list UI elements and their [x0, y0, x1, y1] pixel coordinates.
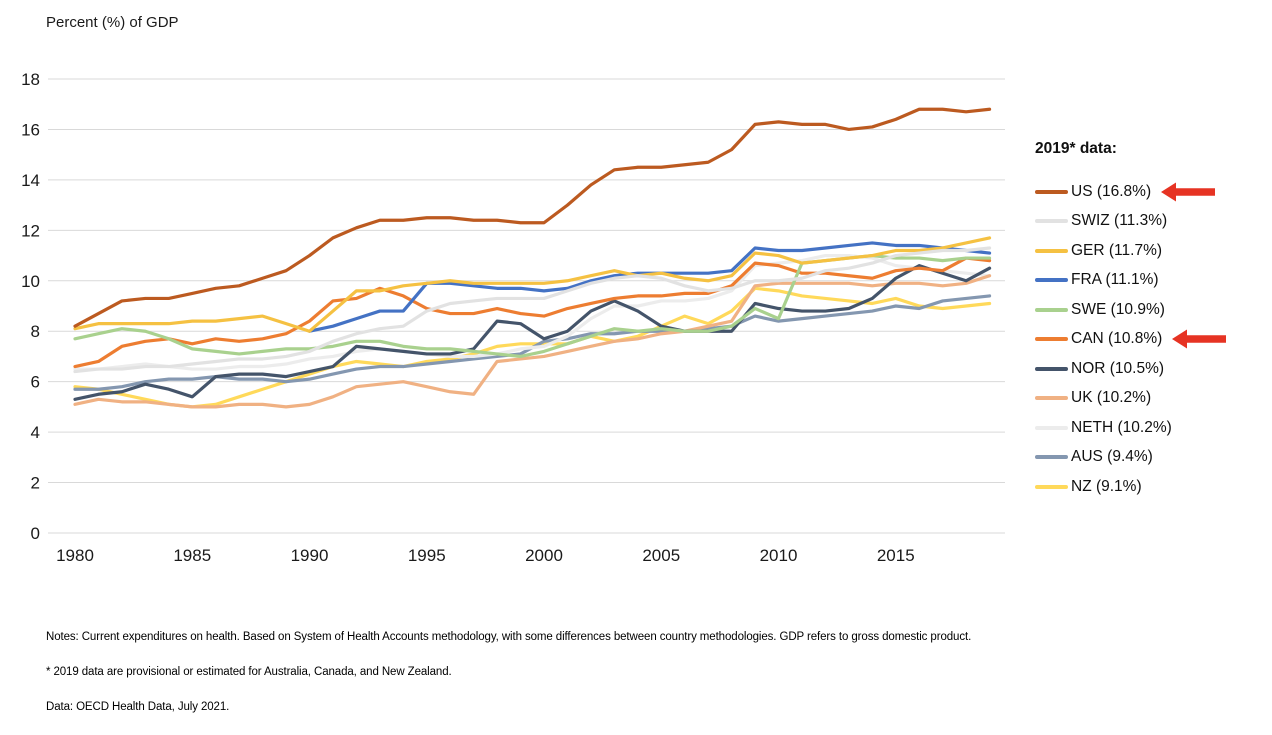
red-arrow-shape	[1172, 329, 1227, 349]
legend-label-swe: SWE (10.9%)	[1071, 300, 1165, 318]
series-line-us	[73, 107, 992, 328]
x-axis-tick-1995: 1995	[408, 546, 446, 565]
legend-label-ger: GER (11.7%)	[1071, 241, 1163, 259]
y-axis-tick-16: 16	[21, 120, 40, 139]
series-line-swiz	[73, 246, 992, 374]
y-axis-tick-18: 18	[21, 70, 40, 89]
legend-swatch-nor	[1035, 366, 1068, 371]
legend-item-ger: GER (11.7%)	[1035, 239, 1226, 262]
y-axis-tick-8: 8	[31, 322, 40, 341]
legend-item-fra: FRA (11.1%)	[1035, 269, 1226, 292]
legend-title: 2019* data:	[1035, 140, 1117, 157]
legend-swatch-swiz	[1035, 219, 1068, 223]
y-axis-tick-10: 10	[21, 272, 40, 291]
x-axis-tick-2005: 2005	[642, 546, 680, 565]
x-axis-tick-1980: 1980	[56, 546, 94, 565]
legend-swatch-can	[1035, 337, 1068, 341]
series-line-uk	[73, 274, 992, 409]
y-axis-tick-0: 0	[31, 524, 40, 543]
legend-label-neth: NETH (10.2%)	[1071, 418, 1172, 436]
series-line-ger	[73, 236, 992, 333]
legend-label-can: CAN (10.8%)	[1071, 330, 1163, 347]
legend-item-us: US (16.8%)	[1035, 180, 1226, 203]
red-arrow-icon-us	[1161, 182, 1216, 201]
y-axis-tick-12: 12	[21, 221, 40, 240]
chart-title: Percent (%) of GDP	[46, 14, 179, 31]
footnote-line-2: * 2019 data are provisional or estimated…	[46, 666, 452, 678]
legend-swatch-uk	[1035, 396, 1068, 400]
red-arrow-shape	[1161, 182, 1216, 201]
series-line-nor	[73, 264, 992, 401]
legend-swatch-neth	[1035, 425, 1068, 430]
x-axis-tick-2000: 2000	[525, 546, 563, 565]
legend-item-swiz: SWIZ (11.3%)	[1035, 210, 1226, 233]
x-axis-tick-1985: 1985	[173, 546, 211, 565]
legend-label-nz: NZ (9.1%)	[1071, 477, 1142, 495]
y-axis-tick-14: 14	[21, 171, 40, 190]
legend-item-aus: AUS (9.4%)	[1035, 446, 1226, 469]
series-line-neth	[73, 253, 992, 371]
legend-swatch-us	[1035, 189, 1068, 194]
chart-legend: 2019* data: US (16.8%) SWIZ (11.3%) GER (1…	[1035, 140, 1227, 505]
x-axis-tick-2015: 2015	[877, 546, 915, 565]
x-axis-tick-1990: 1990	[291, 546, 329, 565]
legend-item-swe: SWE (10.9%)	[1035, 298, 1226, 321]
series-line-nz	[73, 286, 992, 409]
legend-swatch-fra	[1035, 278, 1068, 282]
legend-label-us: US (16.8%)	[1071, 182, 1152, 200]
legend-label-nor: NOR (10.5%)	[1071, 359, 1165, 377]
legend-item-nz: NZ (9.1%)	[1035, 475, 1226, 498]
line-chart-plot: 0 2 4 6 8 10 12 14 16 18 1980 1985 1990 1995 2000 2005 2…	[21, 70, 1005, 565]
red-arrow-icon-can	[1172, 329, 1227, 349]
legend-swatch-swe	[1035, 307, 1068, 312]
legend-label-fra: FRA (11.1%)	[1071, 271, 1159, 288]
legend-items: US (16.8%) SWIZ (11.3%) GER (11.7%) FRA (11…	[1035, 180, 1227, 498]
y-axis-tick-6: 6	[31, 373, 40, 392]
y-axis-tick-4: 4	[31, 423, 40, 442]
footnote-line-1: Notes: Current expenditures on health. B…	[46, 631, 972, 643]
legend-item-nor: NOR (10.5%)	[1035, 357, 1226, 380]
legend-item-uk: UK (10.2%)	[1035, 387, 1226, 410]
legend-swatch-nz	[1035, 484, 1068, 489]
legend-item-can: CAN (10.8%)	[1035, 328, 1227, 351]
legend-swatch-ger	[1035, 248, 1068, 253]
legend-label-aus: AUS (9.4%)	[1071, 448, 1153, 465]
legend-item-neth: NETH (10.2%)	[1035, 416, 1226, 439]
legend-swatch-aus	[1035, 455, 1068, 459]
y-axis-tick-2: 2	[31, 474, 40, 493]
legend-label-swiz: SWIZ (11.3%)	[1071, 212, 1168, 229]
legend-label-uk: UK (10.2%)	[1071, 389, 1152, 406]
footnotes: Notes: Current expenditures on health. B…	[46, 630, 1156, 735]
x-axis-tick-2010: 2010	[760, 546, 798, 565]
footnote-line-3: Data: OECD Health Data, July 2021.	[46, 701, 230, 713]
series-line-can	[73, 256, 992, 369]
